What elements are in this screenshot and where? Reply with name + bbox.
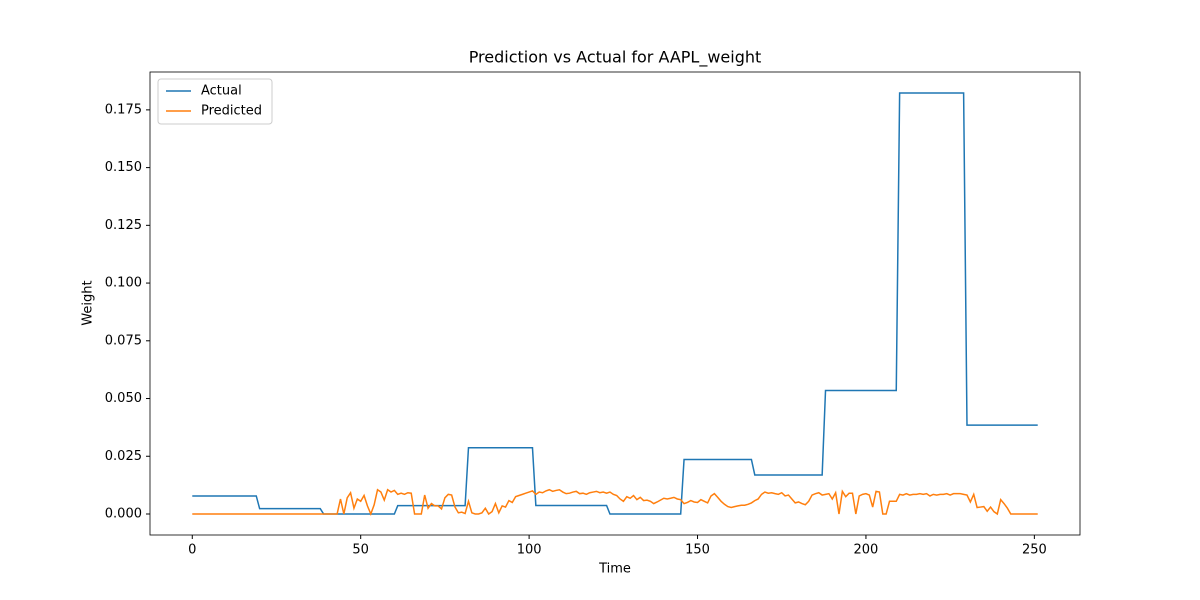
y-tick-label: 0.125 bbox=[105, 218, 142, 233]
y-tick-label: 0.050 bbox=[105, 391, 142, 406]
x-tick-label: 200 bbox=[854, 543, 879, 558]
legend-label: Actual bbox=[201, 84, 242, 99]
y-tick-label: 0.100 bbox=[105, 276, 142, 291]
y-axis-label: Weight bbox=[81, 280, 96, 325]
x-axis-label: Time bbox=[598, 562, 631, 577]
series-line bbox=[192, 488, 1038, 517]
x-tick-label: 150 bbox=[685, 543, 710, 558]
y-tick-label: 0.000 bbox=[105, 506, 142, 521]
legend-label: Predicted bbox=[201, 104, 262, 119]
x-tick-label: 100 bbox=[517, 543, 542, 558]
chart-title: Prediction vs Actual for AAPL_weight bbox=[469, 48, 762, 68]
y-tick-label: 0.175 bbox=[105, 102, 142, 117]
x-tick-label: 0 bbox=[188, 543, 196, 558]
axes-frame bbox=[149, 71, 1081, 536]
y-tick-label: 0.025 bbox=[105, 449, 142, 464]
y-tick-label: 0.075 bbox=[105, 333, 142, 348]
y-tick-label: 0.150 bbox=[105, 160, 142, 175]
x-tick-label: 250 bbox=[1022, 543, 1047, 558]
x-tick-label: 50 bbox=[352, 543, 369, 558]
